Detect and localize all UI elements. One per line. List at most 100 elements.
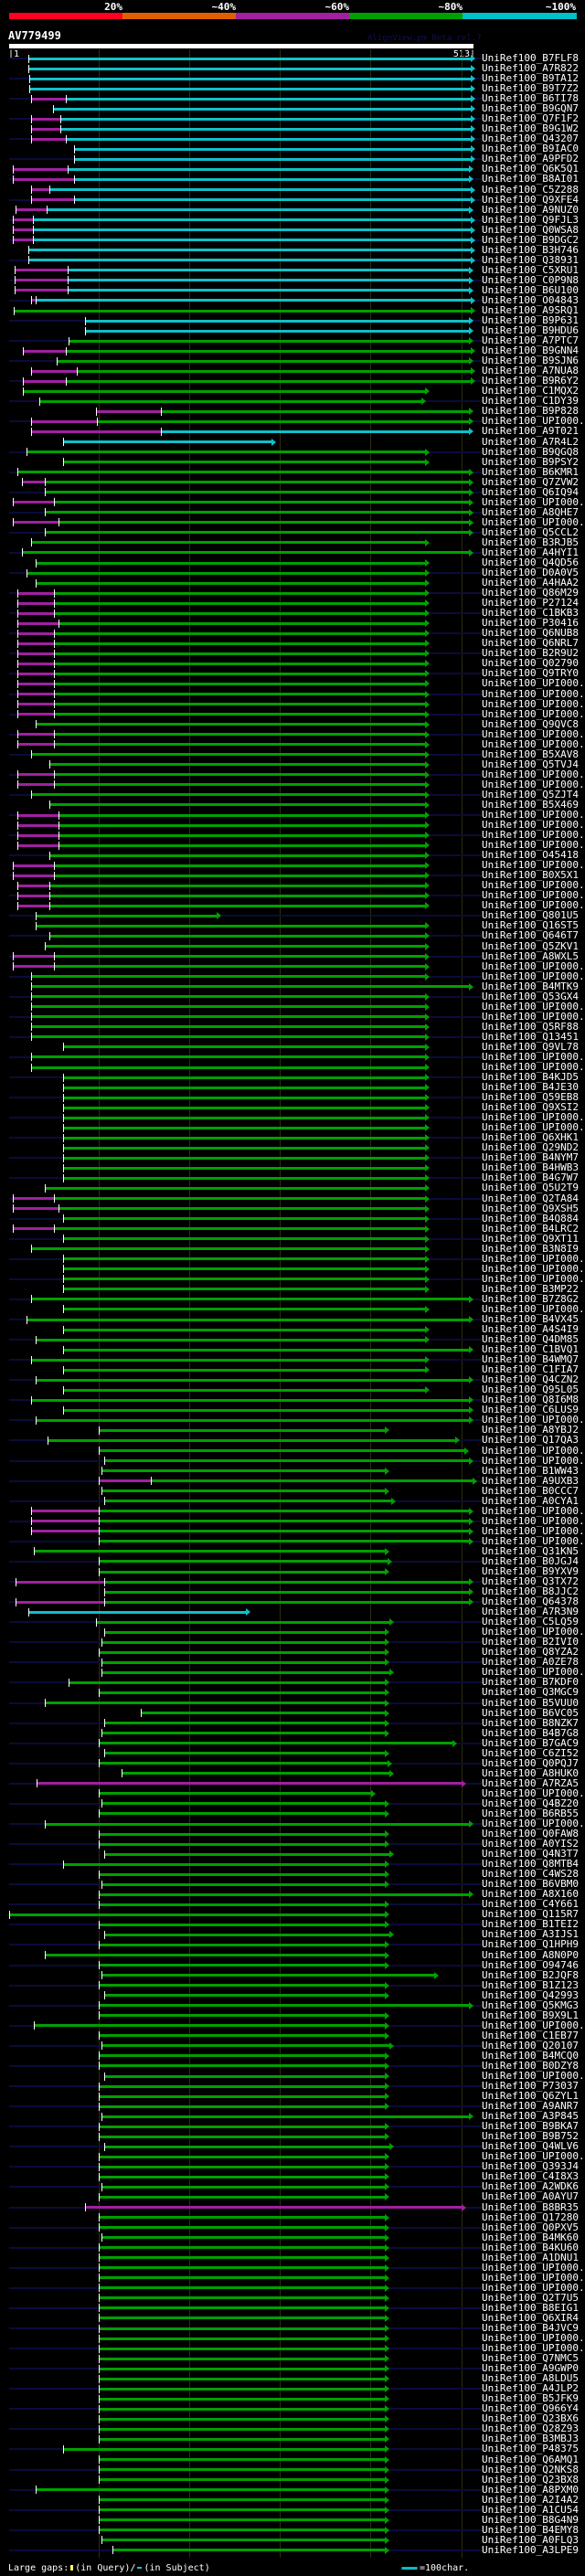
hit-label[interactable]: UniRef100_B2R9U2	[482, 647, 579, 660]
hit-label[interactable]: UniRef100_Q02790	[482, 657, 579, 670]
hit-label[interactable]: UniRef100_UPI000..	[482, 2271, 585, 2284]
hit-label[interactable]: UniRef100_Q4N3T7	[482, 1848, 579, 1860]
hit-label[interactable]: UniRef100_B4JVC9	[482, 2322, 579, 2334]
hit-label[interactable]: UniRef100_B3N8I9	[482, 1242, 579, 1255]
hit-label[interactable]: UniRef100_B3MBJ3	[482, 2433, 579, 2445]
hit-label[interactable]: UniRef100_B5X469	[482, 798, 579, 811]
hit-label[interactable]: UniRef100_UPI000..	[482, 1302, 585, 1315]
hit-label[interactable]: UniRef100_B9P828	[482, 405, 579, 418]
hit-label[interactable]: UniRef100_UPI000..	[482, 2261, 585, 2274]
hit-label[interactable]: UniRef100_O94746	[482, 1958, 579, 1971]
hit-label[interactable]: UniRef100_A8YBJ2	[482, 1424, 579, 1436]
hit-label[interactable]: UniRef100_UPI000..	[482, 1444, 585, 1457]
hit-label[interactable]: UniRef100_UPI000..	[482, 2332, 585, 2345]
hit-label[interactable]: UniRef100_B8JJC2	[482, 1585, 579, 1598]
hit-label[interactable]: UniRef100_Q6ZYL1	[482, 2090, 579, 2103]
hit-label[interactable]: UniRef100_Q5ZJT4	[482, 788, 579, 800]
hit-label[interactable]: UniRef100_A8PXM0	[482, 2483, 579, 2496]
hit-label[interactable]: UniRef100_A4S4I9	[482, 1323, 579, 1336]
hit-label[interactable]: UniRef100_UPI000..	[482, 959, 585, 972]
hit-label[interactable]: UniRef100_B4EMY8	[482, 2523, 579, 2536]
hit-label[interactable]: UniRef100_C1FIA7	[482, 1363, 579, 1376]
hit-label[interactable]: UniRef100_UPI000..	[482, 2019, 585, 2031]
hit-label[interactable]: UniRef100_Q31KN5	[482, 1544, 579, 1557]
hit-label[interactable]: UniRef100_B9YXV9	[482, 1565, 579, 1577]
hit-label[interactable]: UniRef100_B9X9L1	[482, 2009, 579, 2021]
hit-label[interactable]: UniRef100_Q646T7	[482, 929, 579, 942]
hit-label[interactable]: UniRef100_A9NUZ0	[482, 203, 579, 216]
hit-label[interactable]: UniRef100_UPI000..	[482, 1121, 585, 1134]
hit-label[interactable]: UniRef100_A8LDU5	[482, 2372, 579, 2385]
hit-label[interactable]: UniRef100_A0ZE78	[482, 1656, 579, 1669]
hit-label[interactable]: UniRef100_Q86M29	[482, 587, 579, 599]
hit-label[interactable]: UniRef100_C5Z288	[482, 183, 579, 196]
hit-label[interactable]: UniRef100_B2IVI0	[482, 1636, 579, 1648]
hit-label[interactable]: UniRef100_P27124	[482, 597, 579, 610]
hit-label[interactable]: UniRef100_Q20107	[482, 2039, 579, 2051]
hit-label[interactable]: UniRef100_UPI000..	[482, 1252, 585, 1265]
hit-label[interactable]: UniRef100_UPI000..	[482, 889, 585, 902]
hit-label[interactable]: UniRef100_A8HUK0	[482, 1766, 579, 1779]
hit-label[interactable]: UniRef100_UPI000..	[482, 1050, 585, 1063]
hit-label[interactable]: UniRef100_Q966Y4	[482, 2402, 579, 2415]
hit-label[interactable]: UniRef100_A3LPE9	[482, 2543, 579, 2556]
hit-label[interactable]: UniRef100_C6LUS9	[482, 1404, 579, 1416]
hit-label[interactable]: UniRef100_UPI000..	[482, 1666, 585, 1679]
hit-label[interactable]: UniRef100_B4VX45	[482, 1313, 579, 1325]
hit-label[interactable]: UniRef100_B5JFK9	[482, 2392, 579, 2405]
hit-label[interactable]: UniRef100_Q17280	[482, 2210, 579, 2223]
hit-label[interactable]: UniRef100_B4KU60	[482, 2241, 579, 2253]
hit-label[interactable]: UniRef100_UPI000..	[482, 819, 585, 832]
hit-label[interactable]: UniRef100_Q9XSH5	[482, 1202, 579, 1214]
hit-label[interactable]: UniRef100_A2WDK6	[482, 2180, 579, 2193]
hit-label[interactable]: UniRef100_UPI000..	[482, 2070, 585, 2082]
hit-label[interactable]: UniRef100_B4HWB3	[482, 1161, 579, 1174]
hit-label[interactable]: UniRef100_Q801U5	[482, 909, 579, 922]
hit-label[interactable]: UniRef100_A9PFD2	[482, 153, 579, 165]
hit-label[interactable]: UniRef100_Q9XSI2	[482, 1101, 579, 1114]
hit-label[interactable]: UniRef100_Q7ZVW2	[482, 475, 579, 488]
hit-label[interactable]: UniRef100_B6RB55	[482, 1807, 579, 1819]
hit-label[interactable]: UniRef100_Q1HPH9	[482, 1938, 579, 1951]
hit-label[interactable]: UniRef100_UPI000..	[482, 677, 585, 690]
hit-label[interactable]: UniRef100_Q38931	[482, 253, 579, 266]
hit-label[interactable]: UniRef100_B9P631	[482, 314, 579, 327]
hit-label[interactable]: UniRef100_B0JGJ4	[482, 1554, 579, 1567]
hit-label[interactable]: UniRef100_A9T021	[482, 425, 579, 438]
hit-label[interactable]: UniRef100_B2JQF8	[482, 1968, 579, 1981]
hit-label[interactable]: UniRef100_Q5CCL2	[482, 525, 579, 538]
hit-label[interactable]: UniRef100_UPI000..	[482, 1061, 585, 1073]
hit-label[interactable]: UniRef100_B9R6Y2	[482, 375, 579, 387]
hit-label[interactable]: UniRef100_B9SJN6	[482, 355, 579, 367]
hit-label[interactable]: UniRef100_A3P845	[482, 2110, 579, 2123]
hit-label[interactable]: UniRef100_C0P9N8	[482, 273, 579, 286]
hit-label[interactable]: UniRef100_UPI000..	[482, 829, 585, 842]
hit-label[interactable]: UniRef100_Q43207	[482, 133, 579, 145]
hit-label[interactable]: UniRef100_C4Y661	[482, 1898, 579, 1911]
hit-label[interactable]: UniRef100_Q8MTB4	[482, 1858, 579, 1871]
hit-label[interactable]: UniRef100_Q8I6M8	[482, 1394, 579, 1406]
hit-label[interactable]: UniRef100_A4HAA2	[482, 577, 579, 589]
hit-label[interactable]: UniRef100_UPI000..	[482, 1818, 585, 1829]
hit-label[interactable]: UniRef100_Q5U2T9	[482, 1182, 579, 1194]
hit-label[interactable]: UniRef100_B9IAC0	[482, 143, 579, 155]
hit-label[interactable]: UniRef100_A9ANR7	[482, 2100, 579, 2113]
hit-label[interactable]: UniRef100_B4G7W7	[482, 1171, 579, 1184]
hit-label[interactable]: UniRef100_UPI000..	[482, 727, 585, 740]
hit-label[interactable]: UniRef100_A2I4A2	[482, 2493, 579, 2506]
hit-label[interactable]: UniRef100_B1Z123	[482, 1978, 579, 1991]
hit-label[interactable]: UniRef100_B7Z8G2	[482, 1292, 579, 1305]
hit-label[interactable]: UniRef100_Q9XT11	[482, 1232, 579, 1245]
hit-label[interactable]: UniRef100_Q4CZN2	[482, 1373, 579, 1386]
hit-label[interactable]: UniRef100_C5LQ59	[482, 1616, 579, 1628]
hit-label[interactable]: UniRef100_D0A0V5	[482, 567, 579, 579]
hit-label[interactable]: UniRef100_A7R822	[482, 62, 579, 75]
hit-label[interactable]: UniRef100_A0AYU7	[482, 2190, 579, 2203]
hit-label[interactable]: UniRef100_Q9TRY0	[482, 667, 579, 680]
hit-label[interactable]: UniRef100_C1EB77	[482, 2029, 579, 2041]
hit-label[interactable]: UniRef100_UPI000..	[482, 778, 585, 790]
hit-label[interactable]: UniRef100_A9SRQ1	[482, 304, 579, 316]
hit-label[interactable]: UniRef100_Q0PQJ7	[482, 1756, 579, 1769]
hit-label[interactable]: UniRef100_B9QGQ8	[482, 445, 579, 458]
hit-label[interactable]: UniRef100_B9GNN4	[482, 345, 579, 357]
